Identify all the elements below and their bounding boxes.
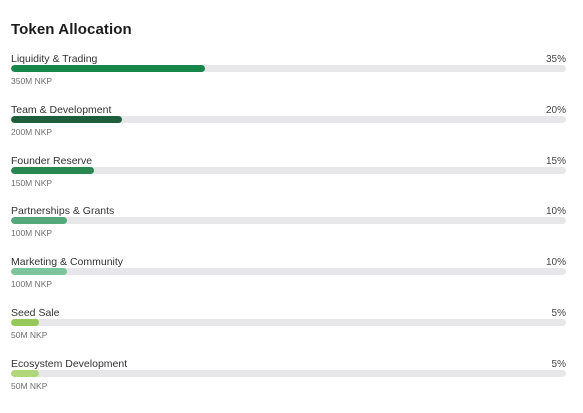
- allocation-bar: [11, 217, 67, 225]
- allocation-track: [11, 115, 566, 123]
- allocation-label: Founder Reserve: [11, 154, 93, 167]
- allocation-amount: 100M NKP: [11, 279, 53, 290]
- allocation-row: Founder Reserve 15% 150M NKP: [11, 155, 566, 199]
- allocation-track: [11, 65, 566, 72]
- allocation-percent: 20%: [545, 104, 566, 116]
- allocation-percent: 5%: [551, 358, 566, 370]
- allocation-amount: 50M NKP: [11, 380, 48, 391]
- allocation-amount: 150M NKP: [11, 177, 53, 188]
- allocation-label: Liquidity & Trading: [11, 53, 98, 65]
- allocation-amount: 100M NKP: [11, 228, 53, 239]
- allocation-row: Seed Sale 5% 50M NKP: [11, 307, 566, 351]
- allocation-row: Ecosystem Development 5% 50M NKP: [11, 358, 566, 402]
- allocation-percent: 10%: [545, 206, 566, 218]
- allocation-row: Marketing & Community 10% 100M NKP: [11, 256, 566, 300]
- allocation-percent: 5%: [551, 308, 566, 319]
- allocation-track: [11, 166, 566, 174]
- allocation-amount: 350M NKP: [11, 76, 53, 86]
- allocation-percent: 35%: [545, 54, 566, 65]
- allocation-track: [11, 319, 566, 326]
- allocation-amount: 200M NKP: [11, 126, 53, 137]
- allocation-track: [11, 268, 566, 276]
- allocation-bar: [11, 65, 206, 72]
- allocation-row: Liquidity & Trading 35% 350M NKP: [11, 53, 566, 97]
- allocation-amount: 50M NKP: [11, 330, 48, 340]
- allocation-bar: [11, 166, 95, 174]
- allocation-track: [11, 217, 566, 225]
- page-title: Token Allocation: [11, 21, 132, 38]
- allocation-percent: 15%: [545, 155, 566, 167]
- allocation-label: Ecosystem Development: [11, 357, 128, 370]
- allocation-bar: [11, 319, 39, 326]
- allocation-label: Seed Sale: [11, 307, 60, 319]
- allocation-percent: 10%: [545, 257, 566, 269]
- allocation-label: Team & Development: [11, 103, 112, 116]
- allocation-bar: [11, 268, 67, 276]
- allocation-row: Team & Development 20% 200M NKP: [11, 104, 566, 148]
- allocation-track: [11, 369, 566, 377]
- allocation-row: Partnerships & Grants 10% 100M NKP: [11, 205, 566, 249]
- allocation-bar: [11, 369, 39, 377]
- allocation-label: Marketing & Community: [11, 256, 124, 269]
- allocation-label: Partnerships & Grants: [11, 205, 115, 218]
- allocation-bar: [11, 115, 122, 123]
